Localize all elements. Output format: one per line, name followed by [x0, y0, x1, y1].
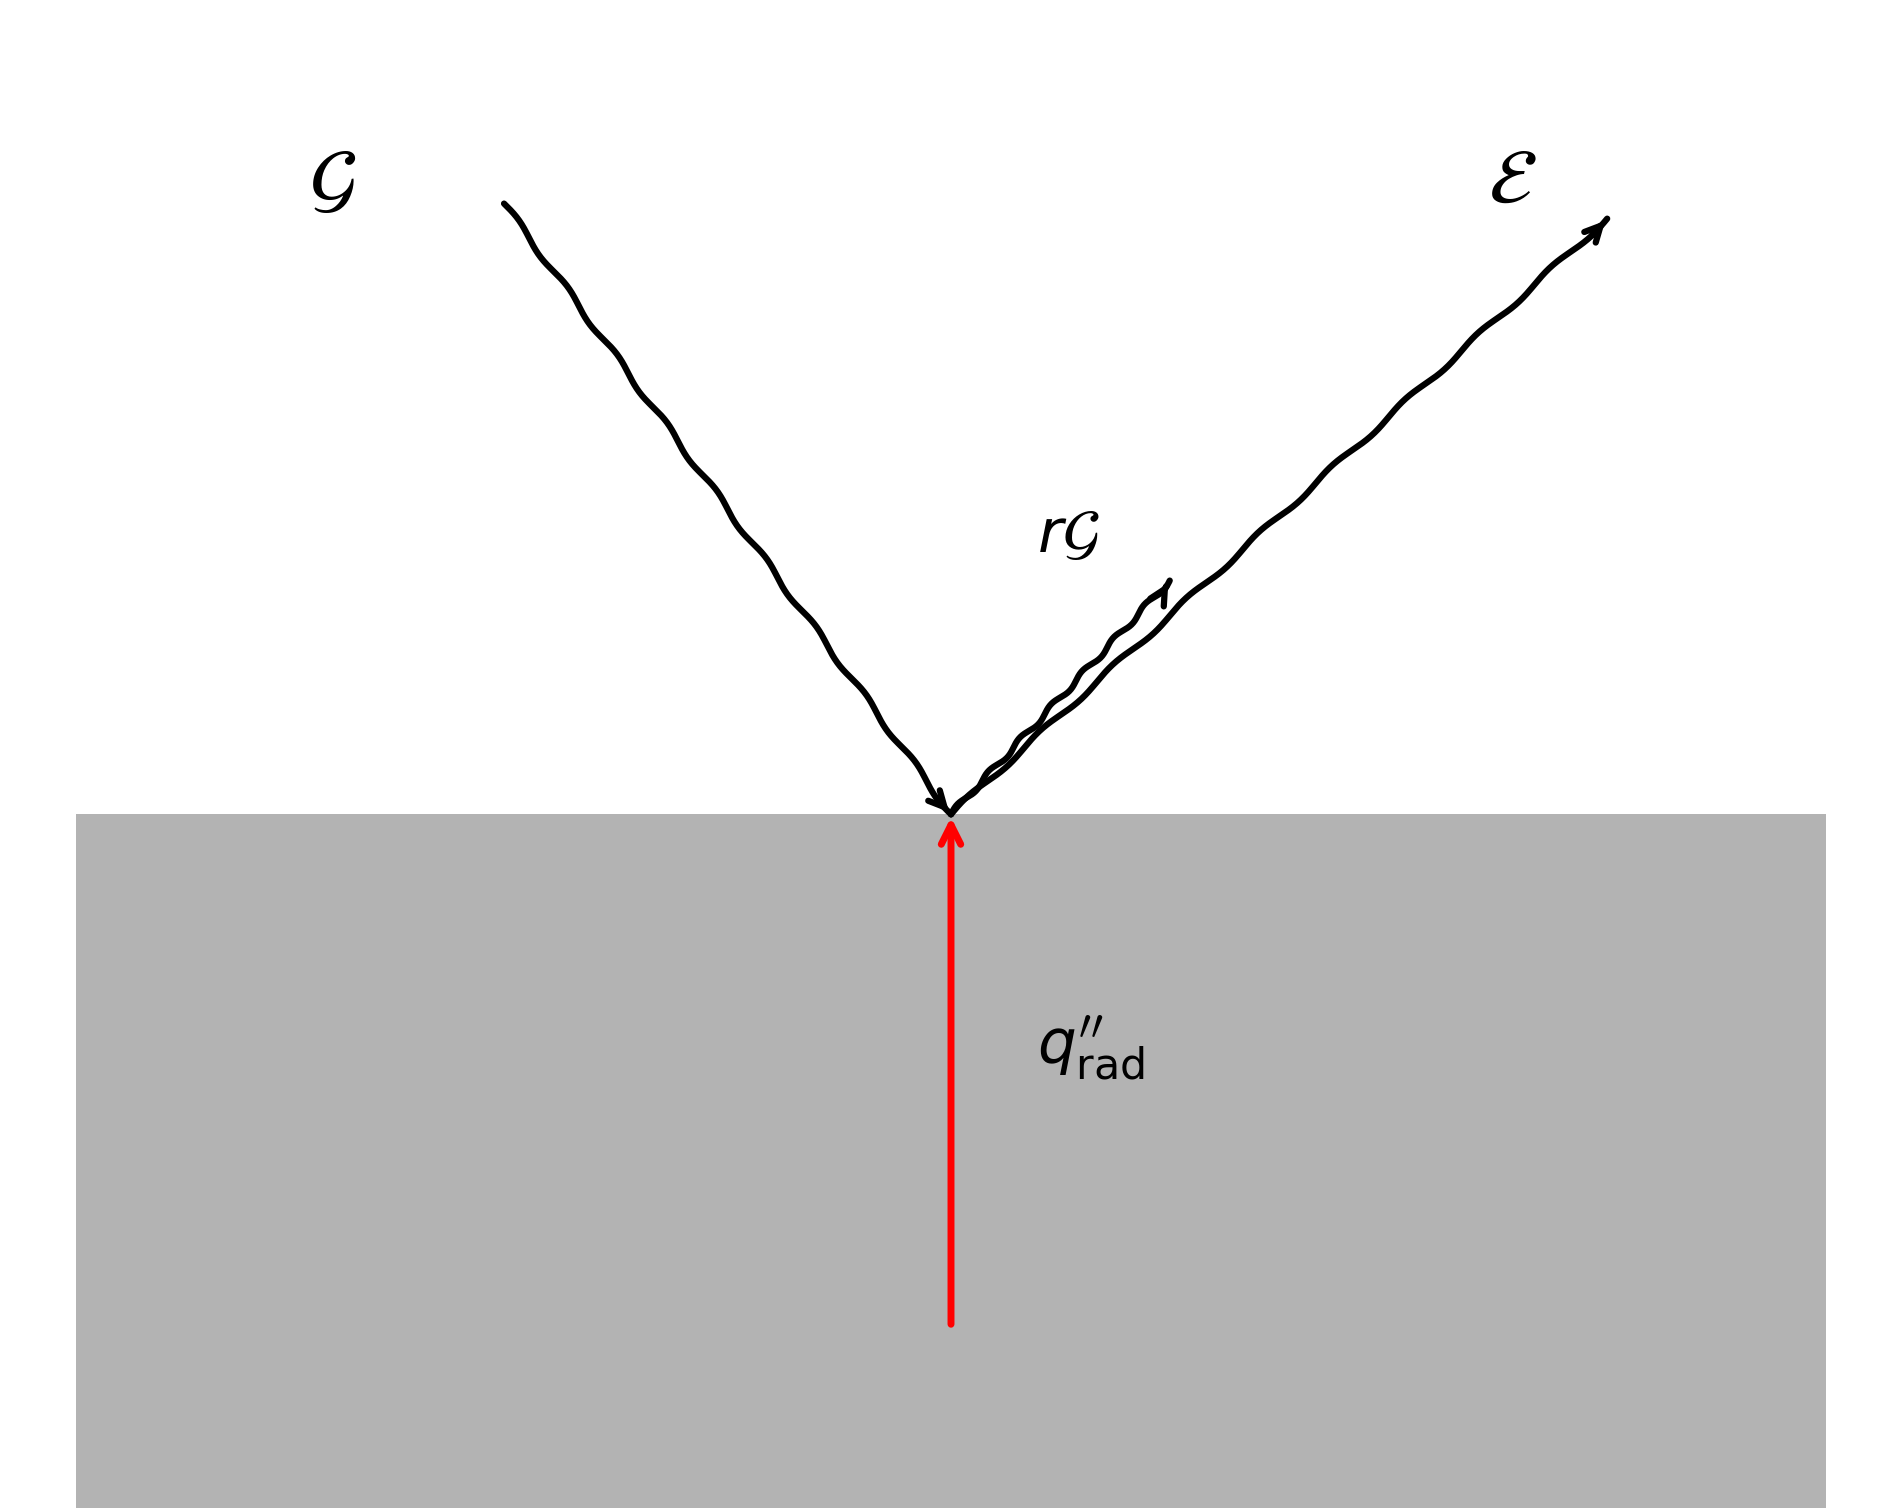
Text: $q^{\prime\prime}_{\mathrm{rad}}$: $q^{\prime\prime}_{\mathrm{rad}}$ [1037, 1013, 1145, 1083]
Text: $\mathcal{G}$: $\mathcal{G}$ [310, 143, 356, 219]
Text: $r\mathcal{G}$: $r\mathcal{G}$ [1037, 505, 1099, 566]
Text: $\mathcal{E}$: $\mathcal{E}$ [1487, 143, 1537, 219]
Bar [76, 814, 1826, 1508]
